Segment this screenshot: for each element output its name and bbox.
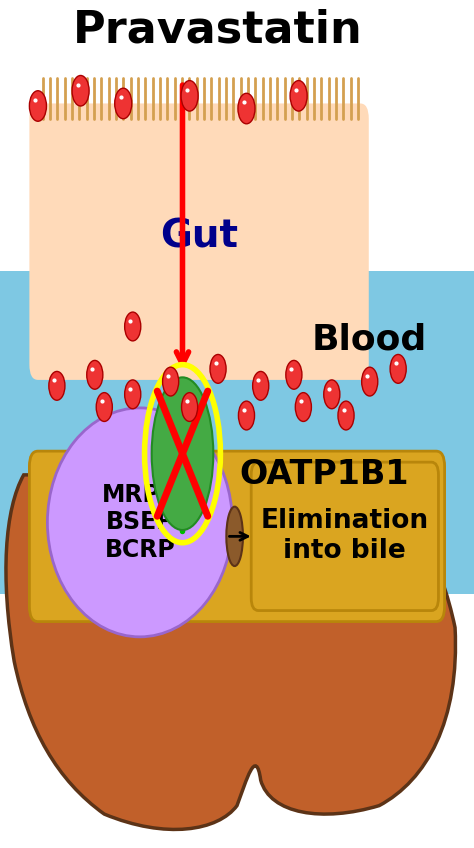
Ellipse shape [152,377,213,530]
FancyBboxPatch shape [29,451,445,622]
Text: Elimination
into bile: Elimination into bile [261,508,429,565]
Circle shape [49,371,65,400]
Ellipse shape [227,507,243,566]
Circle shape [238,93,255,124]
Circle shape [324,380,340,409]
Circle shape [238,401,255,430]
FancyBboxPatch shape [251,462,438,611]
PathPatch shape [6,475,456,829]
Circle shape [29,91,46,121]
Circle shape [338,401,354,430]
Text: MRP2
BSEP
BCRP: MRP2 BSEP BCRP [102,483,177,562]
Bar [0,271,474,594]
Circle shape [390,354,406,383]
Circle shape [125,380,141,409]
Circle shape [210,354,226,383]
Circle shape [96,393,112,421]
FancyBboxPatch shape [29,103,369,380]
Circle shape [181,81,198,111]
Circle shape [163,367,179,396]
Text: Gut: Gut [160,218,238,256]
Text: OATP1B1: OATP1B1 [239,459,409,491]
Circle shape [362,367,378,396]
Circle shape [115,88,132,119]
Circle shape [72,75,89,106]
Circle shape [253,371,269,400]
Circle shape [182,393,198,421]
Ellipse shape [47,408,232,637]
Circle shape [87,360,103,389]
Circle shape [295,393,311,421]
Circle shape [290,81,307,111]
Text: Pravastatin: Pravastatin [73,8,363,51]
Circle shape [125,312,141,341]
Circle shape [286,360,302,389]
Text: Blood: Blood [312,322,428,356]
